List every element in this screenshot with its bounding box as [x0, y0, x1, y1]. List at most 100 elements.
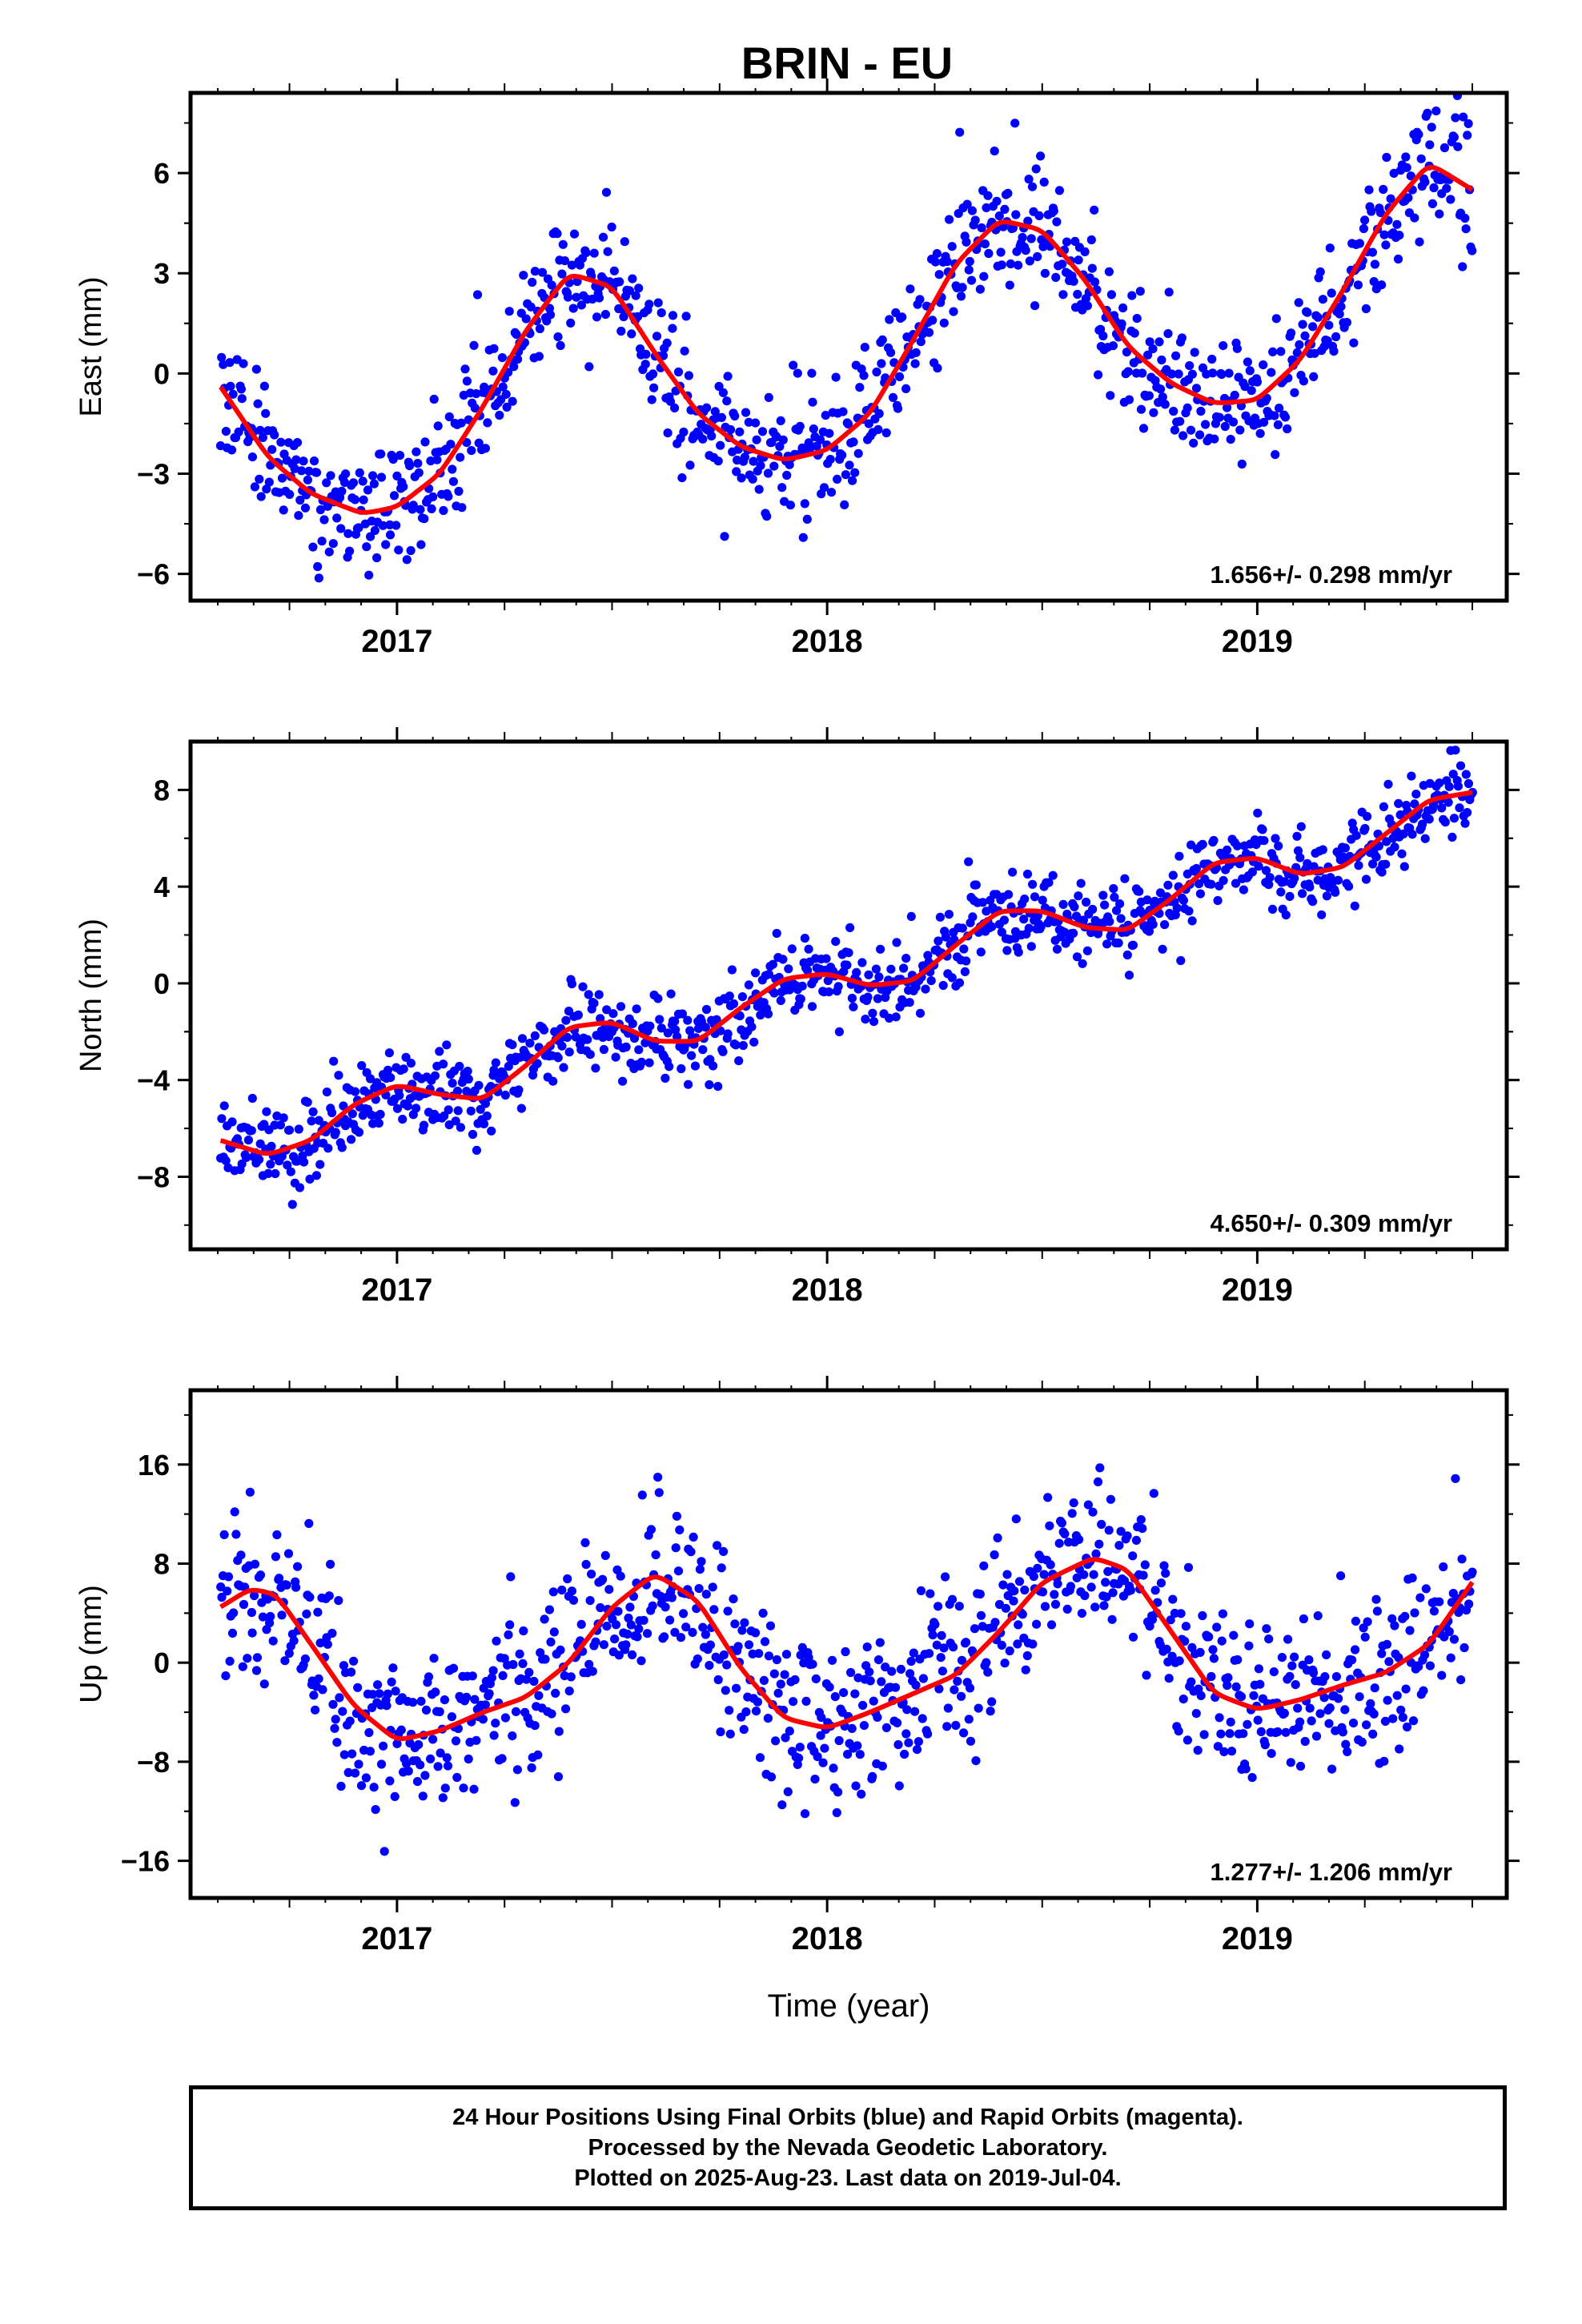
data-point — [1271, 314, 1281, 324]
data-point — [375, 1689, 384, 1699]
data-point — [842, 960, 852, 970]
data-point — [373, 1680, 383, 1690]
data-point — [1419, 1686, 1428, 1695]
data-point — [1273, 1727, 1283, 1737]
data-point — [300, 503, 311, 513]
data-point — [1187, 916, 1197, 926]
data-point — [217, 352, 227, 362]
data-point — [242, 1152, 251, 1162]
data-point — [1444, 1626, 1454, 1636]
data-point — [677, 1009, 688, 1019]
data-point — [1123, 367, 1133, 376]
data-point — [721, 1686, 730, 1695]
data-point — [1082, 897, 1091, 907]
data-point — [665, 1615, 675, 1625]
data-point — [1190, 348, 1199, 357]
data-point — [1424, 814, 1434, 824]
data-point — [1307, 1716, 1316, 1726]
data-point — [928, 316, 938, 325]
data-point — [500, 1713, 511, 1723]
data-point — [947, 973, 957, 983]
data-point — [1420, 834, 1430, 843]
data-point — [928, 1630, 938, 1640]
data-point — [1230, 390, 1239, 400]
data-point — [1164, 287, 1174, 297]
data-point — [773, 1688, 783, 1698]
data-point — [504, 307, 514, 316]
data-point — [1275, 404, 1284, 413]
data-point — [964, 1715, 974, 1724]
data-point — [1108, 1588, 1118, 1598]
data-point — [1207, 354, 1217, 364]
x-tick-label: 2017 — [361, 1273, 432, 1308]
data-point — [671, 1543, 681, 1553]
data-point — [530, 267, 540, 276]
data-point — [412, 1104, 421, 1113]
data-point — [1053, 1579, 1062, 1589]
data-point — [1105, 917, 1114, 927]
data-point — [1002, 946, 1012, 955]
data-point — [841, 470, 850, 480]
data-point — [776, 416, 785, 426]
data-point — [938, 1667, 947, 1676]
data-point — [653, 1473, 663, 1482]
data-point — [1336, 302, 1346, 312]
data-point — [1219, 341, 1228, 351]
data-point — [408, 1698, 418, 1707]
data-point — [1038, 895, 1047, 905]
data-point — [619, 312, 628, 322]
data-point — [517, 1034, 528, 1043]
data-point — [217, 1114, 227, 1124]
data-point — [428, 492, 438, 502]
data-point — [561, 1015, 571, 1025]
data-point — [673, 367, 684, 377]
data-point — [1305, 1703, 1315, 1713]
data-point — [1028, 879, 1038, 889]
data-point — [720, 532, 729, 541]
data-point — [1058, 259, 1067, 269]
data-point — [1103, 1566, 1113, 1576]
data-point — [1343, 1747, 1352, 1756]
data-point — [644, 1058, 654, 1068]
data-point — [1463, 131, 1472, 140]
data-point — [1325, 243, 1335, 253]
data-point — [964, 857, 974, 866]
data-point — [314, 573, 323, 583]
x-tick-label: 2019 — [1222, 624, 1293, 659]
data-point — [234, 427, 243, 437]
data-point — [416, 1696, 426, 1706]
data-point — [1116, 1526, 1126, 1536]
data-point — [1351, 1645, 1360, 1655]
data-point — [690, 1061, 701, 1071]
data-point — [1180, 1636, 1190, 1646]
data-point — [1386, 194, 1395, 203]
data-point — [1060, 1529, 1070, 1538]
data-point — [480, 1700, 491, 1710]
data-point — [1002, 1570, 1012, 1579]
data-point — [1117, 319, 1126, 328]
data-point — [1196, 1691, 1206, 1700]
data-point — [519, 271, 528, 280]
data-point — [1259, 417, 1269, 427]
data-point — [717, 412, 727, 423]
data-point — [1229, 1630, 1239, 1640]
data-point — [566, 1672, 576, 1682]
data-point — [261, 408, 271, 418]
data-point — [1182, 1735, 1192, 1745]
data-point — [768, 959, 778, 969]
data-point — [818, 1758, 828, 1767]
data-point — [982, 1658, 991, 1667]
up-fit-curve — [219, 1557, 1475, 1742]
data-point — [1102, 1592, 1111, 1602]
data-point — [894, 372, 905, 381]
data-point — [629, 1033, 640, 1043]
data-point — [843, 419, 853, 429]
data-point — [626, 1620, 636, 1630]
data-point — [874, 408, 884, 419]
data-point — [1069, 928, 1078, 938]
data-point — [640, 1038, 650, 1047]
data-point — [354, 1759, 363, 1769]
data-point — [785, 501, 796, 510]
data-point — [1187, 369, 1197, 379]
data-point — [1415, 237, 1424, 247]
